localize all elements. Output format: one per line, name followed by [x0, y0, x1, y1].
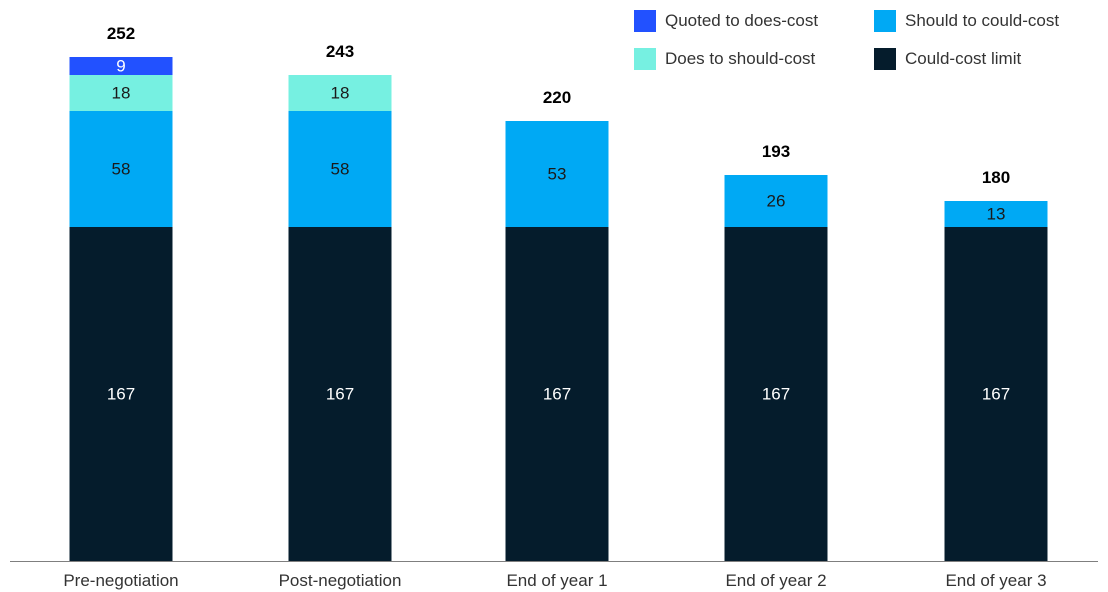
x-tick-label-end-of-year-2: End of year 2	[725, 571, 826, 590]
data-label-end-of-year-3-should-to-could-cost: 13	[987, 205, 1006, 224]
data-label-end-of-year-3-could-cost-limit: 167	[982, 385, 1010, 404]
data-label-end-of-year-2-could-cost-limit: 167	[762, 385, 790, 404]
x-tick-label-end-of-year-3: End of year 3	[945, 571, 1046, 590]
legend-item-should-to-could-cost: Should to could-cost	[874, 10, 1059, 32]
x-tick-label-end-of-year-1: End of year 1	[506, 571, 607, 590]
data-label-post-negotiation-could-cost-limit: 167	[326, 385, 354, 404]
legend-swatch-does-to-should-cost	[634, 48, 656, 70]
legend-label-does-to-should-cost: Does to should-cost	[665, 49, 816, 68]
legend-item-quoted-to-does-cost: Quoted to does-cost	[634, 10, 818, 32]
data-label-post-negotiation-does-to-should-cost: 18	[331, 84, 350, 103]
bar-segment-end-of-year-1-could-cost-limit	[505, 227, 609, 561]
bar-segment-post-negotiation-could-cost-limit	[288, 227, 392, 561]
bar-segment-end-of-year-2-could-cost-limit	[724, 227, 828, 561]
bar-segment-pre-negotiation-could-cost-limit	[69, 227, 173, 561]
bar-segment-pre-negotiation-does-to-should-cost	[69, 75, 173, 111]
bar-segment-end-of-year-1-should-to-could-cost	[505, 121, 609, 227]
bars: 167 58 18 9 252 Pre-negotiation 167 58 18 243 Post…	[63, 24, 1048, 590]
total-label-end-of-year-2: 193	[762, 142, 790, 161]
x-tick-label-pre-negotiation: Pre-negotiation	[63, 571, 178, 590]
data-label-end-of-year-2-should-to-could-cost: 26	[767, 192, 786, 211]
legend-item-could-cost-limit: Could-cost limit	[874, 48, 1021, 70]
legend-swatch-should-to-could-cost	[874, 10, 896, 32]
legend-swatch-quoted-to-does-cost	[634, 10, 656, 32]
bar-segment-post-negotiation-should-to-could-cost	[288, 111, 392, 227]
total-label-post-negotiation: 243	[326, 42, 354, 61]
total-label-end-of-year-3: 180	[982, 168, 1010, 187]
legend-label-could-cost-limit: Could-cost limit	[905, 49, 1022, 68]
bar-segment-end-of-year-3-could-cost-limit	[944, 227, 1048, 561]
data-label-pre-negotiation-could-cost-limit: 167	[107, 385, 135, 404]
total-label-end-of-year-1: 220	[543, 88, 571, 107]
x-tick-label-post-negotiation: Post-negotiation	[279, 571, 402, 590]
bar-segment-post-negotiation-does-to-should-cost	[288, 75, 392, 111]
data-label-end-of-year-1-could-cost-limit: 167	[543, 385, 571, 404]
data-label-pre-negotiation-should-to-could-cost: 58	[112, 160, 131, 179]
bar-segment-end-of-year-2-should-to-could-cost	[724, 175, 828, 227]
data-label-pre-negotiation-quoted-to-does-cost: 9	[116, 57, 125, 76]
data-label-post-negotiation-should-to-could-cost: 58	[331, 160, 350, 179]
legend-item-does-to-should-cost: Does to should-cost	[634, 48, 815, 70]
data-label-end-of-year-1-should-to-could-cost: 53	[548, 165, 567, 184]
data-label-pre-negotiation-does-to-should-cost: 18	[112, 84, 131, 103]
bar-segment-end-of-year-3-should-to-could-cost	[944, 201, 1048, 227]
legend-label-quoted-to-does-cost: Quoted to does-cost	[665, 11, 819, 30]
bar-segment-pre-negotiation-should-to-could-cost	[69, 111, 173, 227]
legend-label-should-to-could-cost: Should to could-cost	[905, 11, 1060, 30]
total-label-pre-negotiation: 252	[107, 24, 135, 43]
bar-segment-pre-negotiation-quoted-to-does-cost	[69, 57, 173, 75]
legend-swatch-could-cost-limit	[874, 48, 896, 70]
